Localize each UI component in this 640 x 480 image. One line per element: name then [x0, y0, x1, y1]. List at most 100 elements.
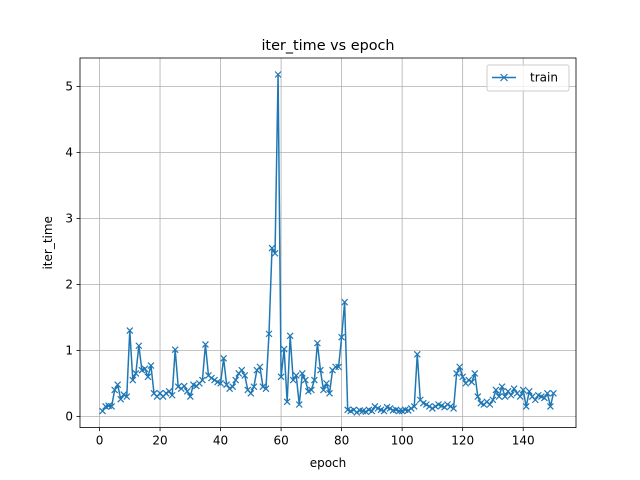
data-point [250, 383, 258, 391]
data-point [471, 370, 479, 377]
data-point [495, 393, 503, 401]
series-train [99, 71, 557, 416]
series-line-train [101, 73, 555, 414]
data-point [144, 373, 152, 381]
data-point [298, 370, 306, 377]
data-point [208, 374, 215, 382]
y-axis-ticks: 0 1 2 3 4 5 [65, 80, 80, 424]
data-point [507, 391, 515, 399]
data-point [211, 376, 218, 384]
legend-x-marker-icon [500, 73, 508, 82]
x-axis-label: epoch [310, 456, 347, 470]
data-point [489, 396, 497, 404]
data-point [232, 376, 240, 384]
data-point [111, 386, 119, 394]
data-point [474, 393, 482, 401]
y-tick-label: 1 [65, 344, 73, 358]
y-axis-label: iter_time [41, 216, 55, 269]
data-point [301, 376, 309, 384]
data-point [432, 403, 439, 410]
data-point [540, 394, 548, 402]
data-point [289, 376, 297, 384]
data-point [386, 405, 394, 412]
chart-title: iter_time vs epoch [261, 38, 394, 54]
grid [80, 58, 576, 428]
data-point [332, 363, 339, 371]
data-point [262, 385, 270, 393]
data-point [256, 363, 264, 371]
data-point [226, 385, 234, 393]
y-tick-label: 4 [65, 146, 73, 160]
data-point [531, 396, 539, 404]
data-point [229, 383, 237, 391]
data-point [425, 403, 433, 410]
x-tick-label: 100 [391, 434, 414, 448]
data-point [413, 350, 421, 358]
data-point [468, 378, 476, 386]
data-point [338, 333, 346, 341]
y-tick-label: 2 [65, 278, 73, 292]
data-point [323, 379, 330, 387]
data-point [268, 244, 276, 252]
data-point [295, 401, 303, 408]
data-point [280, 345, 288, 353]
plot-area-frame [79, 57, 577, 429]
data-point [371, 403, 379, 410]
data-point [422, 401, 430, 408]
data-point [410, 403, 418, 410]
data-point [292, 372, 300, 379]
legend-label-train: train [530, 71, 558, 85]
y-tick-label: 5 [65, 80, 73, 94]
data-point [353, 408, 361, 416]
data-point [522, 403, 530, 410]
data-point [165, 387, 173, 395]
y-tick-label: 3 [65, 212, 73, 226]
data-point [320, 386, 327, 394]
data-point [123, 393, 131, 401]
x-tick-label: 120 [451, 434, 474, 448]
data-point [162, 389, 170, 397]
x-tick-label: 140 [512, 434, 535, 448]
data-point [238, 366, 246, 374]
data-point [147, 362, 155, 369]
data-point [486, 401, 494, 408]
data-point [99, 407, 106, 415]
data-point [129, 376, 137, 384]
data-point [265, 330, 273, 338]
data-point [453, 370, 461, 377]
data-point [504, 387, 512, 395]
data-point [202, 341, 209, 348]
data-point [141, 365, 149, 373]
data-point [498, 383, 506, 391]
data-point [543, 389, 551, 397]
data-point [168, 391, 176, 399]
data-point [307, 386, 315, 394]
data-point [174, 383, 182, 391]
data-point [135, 342, 143, 350]
data-point [186, 393, 194, 401]
x-axis-ticks: 0 20 40 60 80 100 120 140 [96, 427, 535, 448]
data-point [108, 403, 116, 410]
data-point [525, 387, 533, 395]
data-point [283, 398, 291, 406]
data-point [180, 382, 188, 390]
x-tick-label: 20 [152, 434, 167, 448]
data-point [335, 363, 343, 371]
data-point [277, 373, 285, 381]
data-point [362, 408, 370, 416]
data-point [407, 405, 415, 412]
data-point [313, 339, 321, 347]
data-point [117, 395, 125, 403]
data-point [223, 381, 231, 389]
data-point [456, 363, 464, 371]
x-tick-label: 80 [334, 434, 349, 448]
data-point [247, 389, 255, 397]
y-tick-label: 0 [65, 410, 73, 424]
data-point [198, 376, 206, 384]
data-point [465, 376, 473, 384]
data-point [368, 407, 376, 415]
data-point [317, 366, 324, 374]
data-point [259, 383, 267, 391]
